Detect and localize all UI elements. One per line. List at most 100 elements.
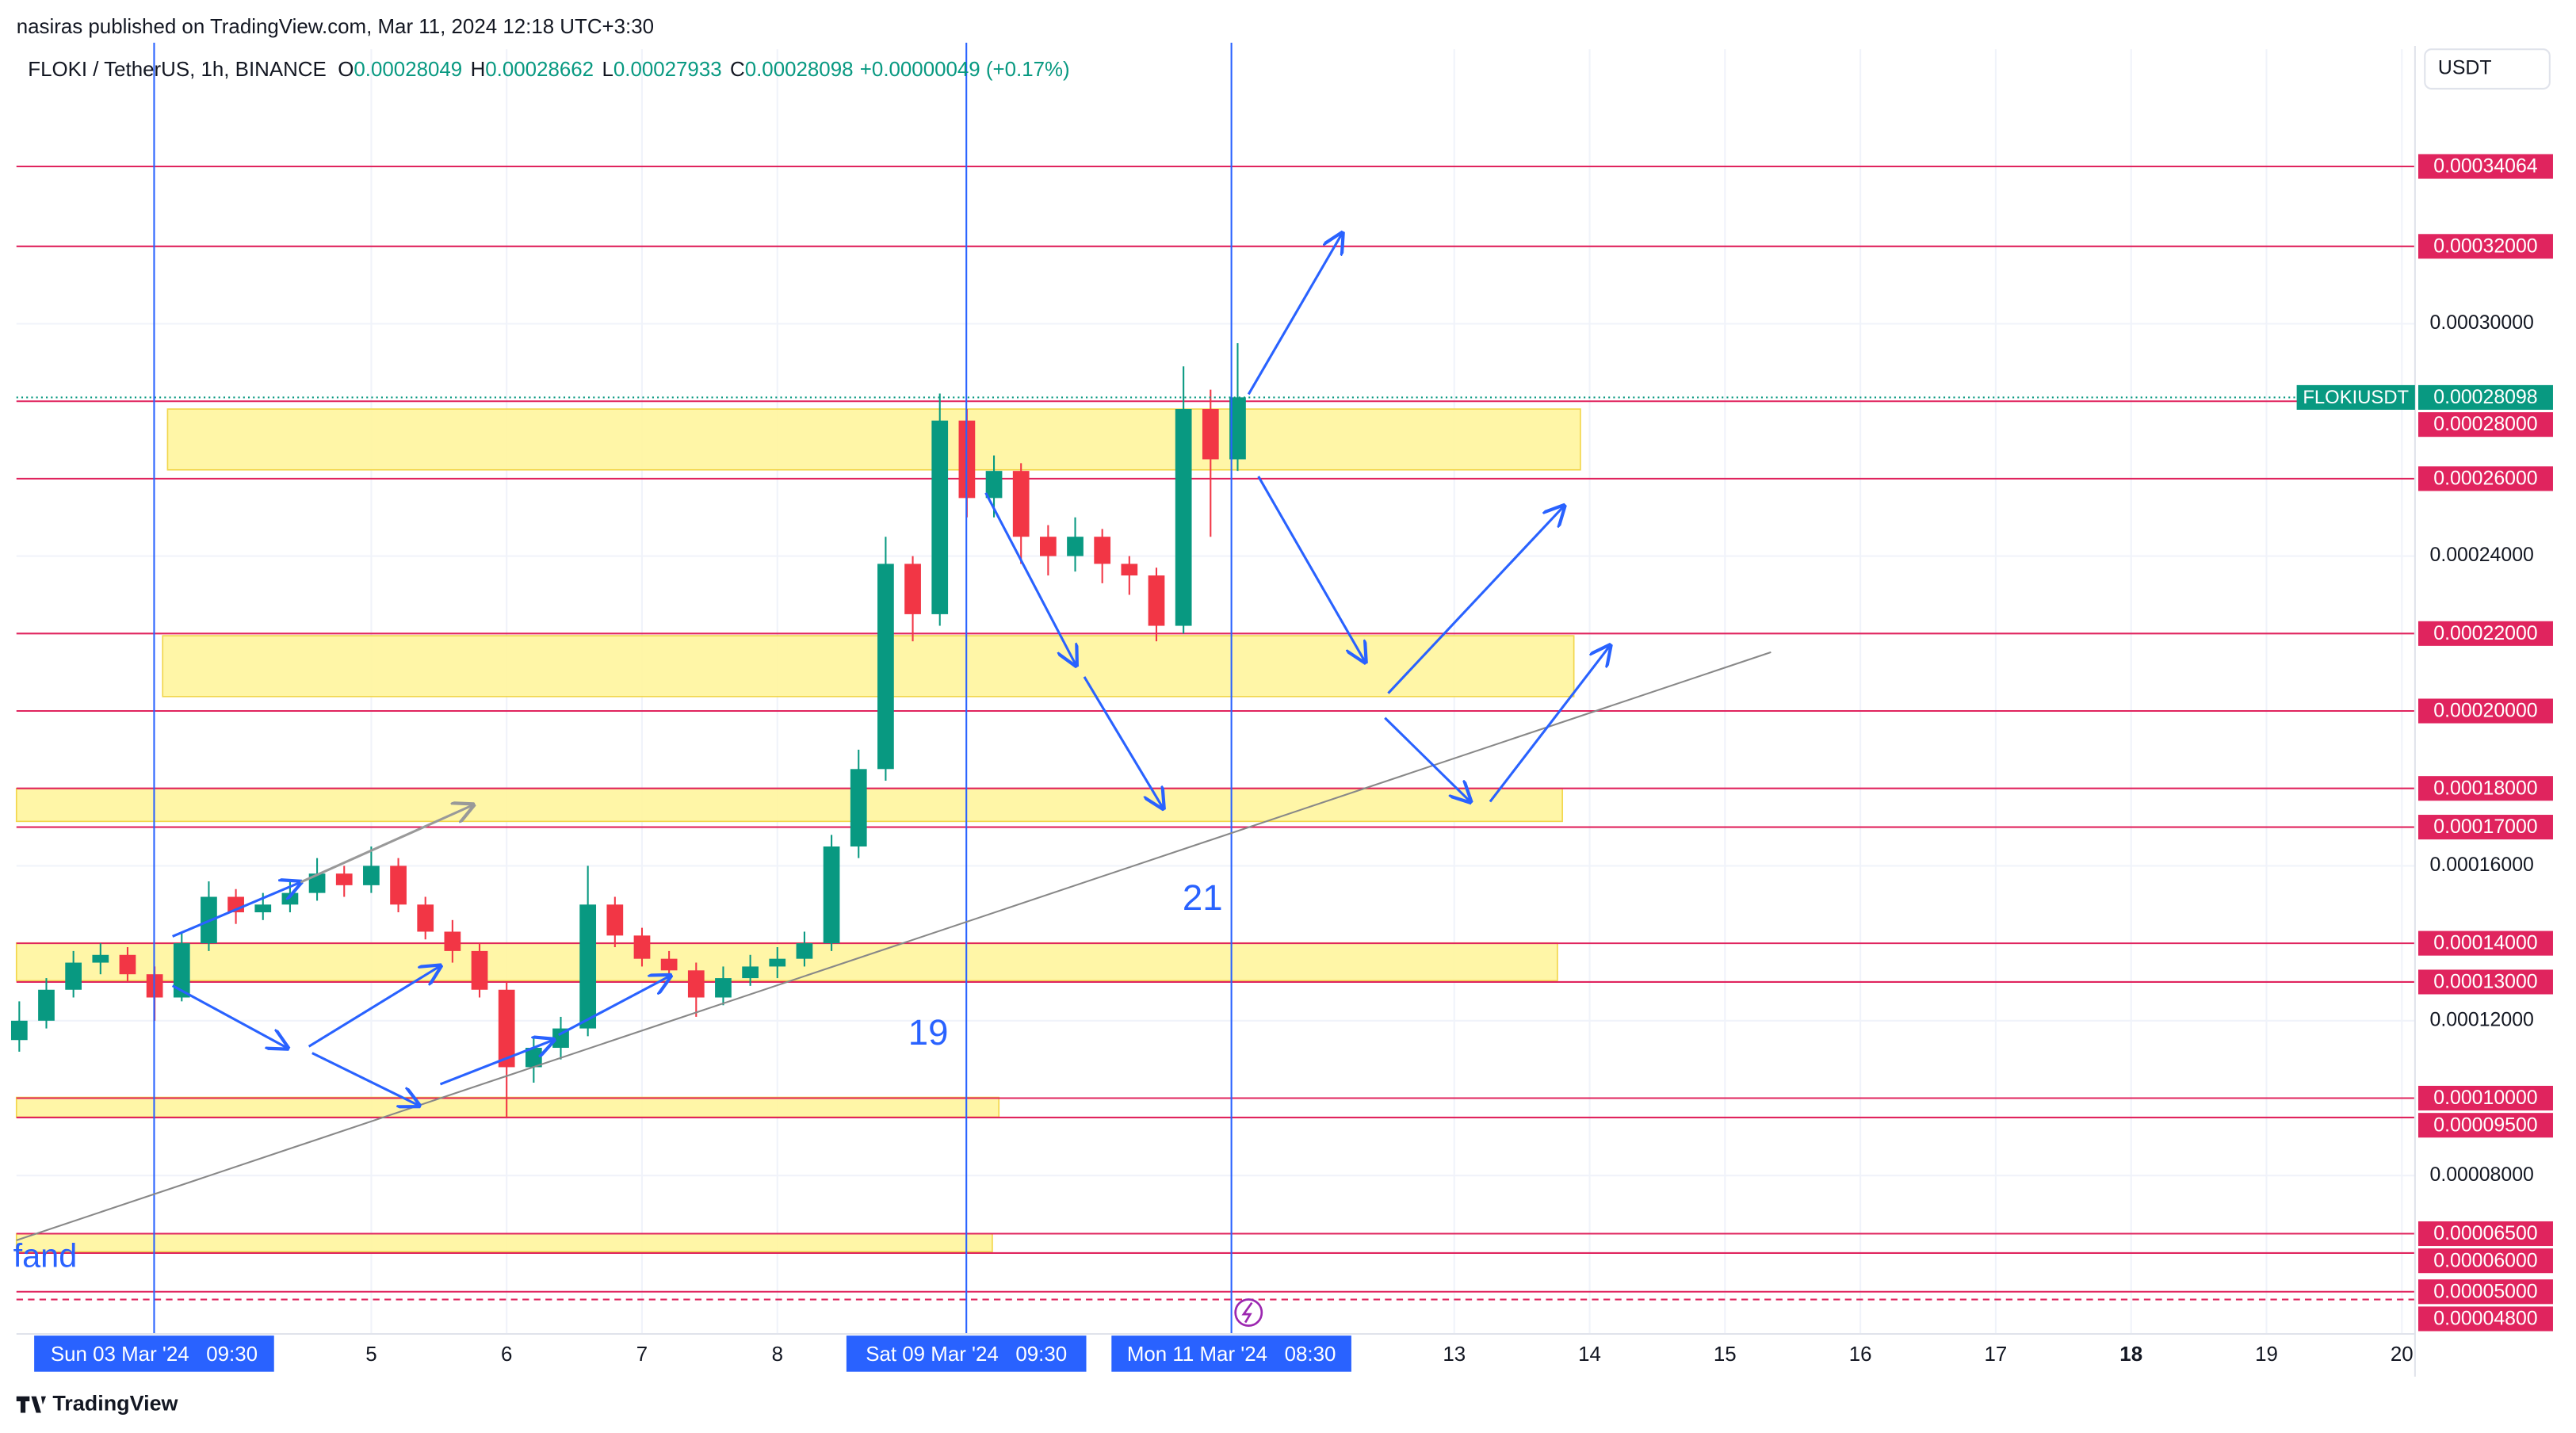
arrow (1387, 506, 1564, 694)
candle-body (633, 935, 651, 959)
y-tick-label: 0.00016000 (2430, 854, 2534, 876)
annotation: 21 (1183, 877, 1223, 918)
candle-body (254, 904, 272, 913)
price-label: 0.00028098 (2433, 386, 2537, 408)
symbol-label-box (2296, 384, 2415, 410)
price-label-box (2418, 969, 2553, 995)
y-tick-label: 0.00008000 (2430, 1164, 2534, 1186)
legend-title: FLOKI / TetherUS, 1h, BINANCE (28, 59, 327, 81)
arrow (1384, 716, 1470, 802)
zone (15, 1096, 1000, 1118)
currency-button-label[interactable]: USDT (2438, 57, 2492, 79)
price-label-box (2418, 698, 2553, 724)
candle-body (579, 904, 597, 1029)
currency-button[interactable] (2424, 48, 2551, 90)
alert-bolt (1241, 1301, 1253, 1324)
price-label: 0.00006000 (2433, 1249, 2537, 1271)
price-label: 0.00013000 (2433, 971, 2537, 993)
candle-body (1202, 408, 1219, 460)
legend-value: 0.00028049 (354, 59, 462, 81)
price-label: 0.00014000 (2433, 932, 2537, 954)
candle-body (1094, 537, 1111, 564)
arrow (1489, 646, 1610, 803)
candle-body (92, 954, 109, 963)
price-label-box (2418, 1085, 2553, 1111)
candle-body (65, 962, 82, 990)
symbol-label: FLOKIUSDT (2303, 387, 2409, 408)
legend-change: +0.00000049 (+0.17%) (860, 59, 1070, 81)
price-label-box (2418, 1113, 2553, 1138)
price-label: 0.00006500 (2433, 1222, 2537, 1244)
price-label: 0.00032000 (2433, 235, 2537, 257)
zone (162, 635, 1575, 697)
date-label-box (1111, 1336, 1351, 1372)
price-label: 0.00010000 (2433, 1087, 2537, 1109)
price-label: 0.00004800 (2433, 1308, 2537, 1330)
chart-legend: FLOKI / TetherUS, 1h, BINANCE O0.00028049… (28, 59, 1069, 81)
candle-body (38, 989, 55, 1021)
candle-body (1229, 397, 1246, 460)
candle-body (687, 970, 705, 998)
legend-key: L (602, 59, 613, 81)
candle-body (498, 989, 515, 1068)
x-tick-label: 14 (1578, 1343, 1601, 1366)
price-label: 0.00009500 (2433, 1114, 2537, 1136)
candle-body (173, 943, 190, 998)
trend-line (16, 651, 1771, 1241)
candle-body (1175, 408, 1192, 626)
publisher: nasiras published on TradingView.com, Ma… (17, 16, 654, 38)
y-tick-label: 0.00030000 (2430, 311, 2534, 334)
date-label: Sun 03 Mar '24 09:30 (51, 1343, 258, 1366)
date-label-box (34, 1336, 274, 1372)
arrow (311, 1052, 419, 1106)
candle-body (308, 873, 326, 893)
candle-body (850, 769, 867, 846)
drawings (16, 233, 1771, 1241)
legend-value: 0.00027933 (613, 59, 722, 81)
candle-body (417, 904, 434, 932)
price-label-box (2418, 621, 2553, 646)
zones (15, 408, 1581, 1253)
price-label: 0.00018000 (2433, 777, 2537, 799)
price-label-box (2418, 154, 2553, 179)
candle-body (444, 931, 461, 951)
arrow (984, 492, 1076, 666)
x-tick-label: 6 (501, 1343, 512, 1366)
candle-body (904, 564, 921, 614)
x-tick-label: 19 (2255, 1343, 2278, 1366)
candle-body (877, 564, 894, 770)
candle-body (471, 950, 488, 990)
x-tick-label: 13 (1443, 1343, 1466, 1366)
zone (15, 942, 1558, 982)
price-label-box (2418, 1279, 2553, 1305)
x-tick-label: 16 (1849, 1343, 1872, 1366)
legend-key: O (338, 59, 354, 81)
x-tick-label: 17 (1985, 1343, 2008, 1366)
candle-body (1067, 537, 1084, 556)
candle-body (769, 958, 786, 967)
price-label-box (2418, 466, 2553, 491)
arrow (1083, 676, 1163, 808)
candle-body (931, 420, 949, 614)
logo: TradingView (52, 1391, 178, 1415)
candle-body (660, 958, 678, 971)
price-label: 0.00017000 (2433, 816, 2537, 838)
price-label: 0.00028000 (2433, 413, 2537, 435)
price-label-box (2418, 384, 2553, 410)
x-tick-label: 7 (636, 1343, 648, 1366)
arrow (1247, 233, 1342, 396)
candle-body (796, 943, 813, 959)
arrow (171, 984, 288, 1049)
legend-value: 0.00028098 (745, 59, 854, 81)
logo-mark (16, 1396, 47, 1413)
price-label: 0.00026000 (2433, 468, 2537, 490)
y-tick-label: 0.00012000 (2430, 1008, 2534, 1030)
price-label-box (2418, 412, 2553, 438)
annotation: fand (13, 1237, 78, 1274)
price-label: 0.00005000 (2433, 1280, 2537, 1302)
candle-body (335, 873, 353, 885)
candle-body (1039, 537, 1057, 556)
arrow (1257, 476, 1366, 662)
